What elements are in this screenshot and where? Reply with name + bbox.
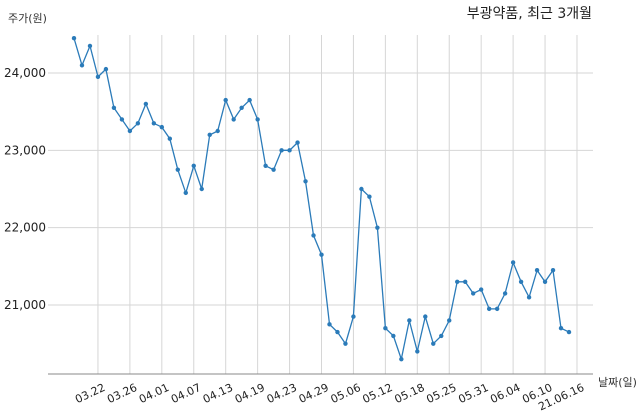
data-point [143, 101, 149, 107]
data-point [311, 233, 316, 238]
data-point [151, 121, 157, 126]
data-point [127, 128, 133, 134]
data-point [542, 279, 548, 284]
data-point [463, 279, 468, 284]
x-tick-label: 05.31 [456, 381, 490, 406]
data-point [279, 148, 284, 153]
data-point [518, 279, 524, 284]
data-point [135, 121, 141, 126]
data-point [351, 314, 356, 319]
data-point [255, 117, 260, 122]
data-point [231, 117, 236, 122]
data-point [343, 341, 348, 346]
data-point [287, 148, 292, 153]
data-point [383, 326, 388, 331]
data-point [199, 186, 204, 192]
data-point [566, 329, 572, 335]
data-point [95, 74, 101, 80]
x-tick-label: 04.13 [201, 381, 235, 406]
data-point [534, 268, 540, 273]
x-tick-label: 05.25 [424, 381, 458, 406]
data-point [71, 36, 77, 41]
x-tick-label: 04.01 [137, 381, 171, 406]
data-point [303, 179, 308, 184]
data-point [494, 306, 500, 312]
data-point [295, 140, 300, 145]
data-point [183, 190, 188, 196]
x-tick-label: 04.29 [297, 381, 331, 406]
data-point [407, 318, 412, 323]
data-point [239, 105, 244, 111]
data-point [391, 333, 396, 339]
data-point [526, 295, 532, 300]
y-tick-label: 21,000 [4, 298, 46, 312]
chart-title: 부광약품, 최근 3개월 [467, 6, 592, 22]
data-point [470, 291, 476, 296]
data-point [319, 252, 324, 257]
price-series [71, 36, 572, 362]
data-point [79, 63, 85, 68]
data-point [335, 329, 340, 335]
data-point [367, 194, 372, 199]
y-tick-labels: 21,000 22,000 23,000 24,000 [4, 66, 46, 312]
data-point [207, 132, 212, 138]
x-tick-label: 03.22 [73, 381, 107, 406]
data-point [558, 326, 564, 331]
data-point [447, 318, 452, 323]
x-tick-label: 04.19 [233, 381, 267, 406]
x-tick-label: 05.06 [329, 381, 363, 406]
data-point [159, 124, 165, 130]
data-point [375, 225, 380, 230]
data-point [502, 291, 508, 296]
x-axis-label: 날짜(일) [598, 375, 637, 389]
y-tick-label: 22,000 [4, 221, 46, 235]
data-point [478, 287, 484, 292]
data-point [223, 97, 228, 103]
x-tick-label: 05.18 [393, 381, 427, 406]
y-tick-label: 24,000 [4, 66, 46, 80]
data-point [439, 333, 444, 339]
data-point [87, 43, 93, 49]
data-point [119, 117, 125, 122]
x-tick-label: 05.12 [361, 381, 395, 406]
y-tick-label: 23,000 [4, 143, 46, 157]
data-point [247, 97, 252, 103]
data-point [550, 268, 556, 273]
y-axis-label: 주가(원) [8, 12, 47, 25]
data-point [263, 163, 268, 168]
x-tick-label: 04.23 [265, 381, 299, 406]
data-point [175, 167, 180, 172]
data-point [423, 314, 428, 319]
data-point [215, 128, 220, 134]
x-tick-label: 04.07 [169, 381, 203, 406]
x-tick-label: 06.04 [488, 381, 522, 406]
data-point [510, 260, 516, 265]
data-point [103, 66, 109, 72]
x-tick-labels: 03.2203.2604.0104.0704.1304.1904.2304.29… [73, 381, 586, 413]
data-point [191, 163, 196, 168]
data-point [486, 306, 492, 312]
data-point [271, 167, 276, 172]
grid [48, 35, 593, 374]
data-point [327, 322, 332, 327]
data-point [431, 341, 436, 346]
data-point [455, 279, 460, 284]
data-point [167, 136, 173, 141]
data-point [399, 356, 404, 362]
data-point [359, 186, 364, 192]
x-tick-label: 03.26 [105, 381, 139, 406]
data-point [111, 105, 117, 111]
data-point [415, 349, 420, 354]
